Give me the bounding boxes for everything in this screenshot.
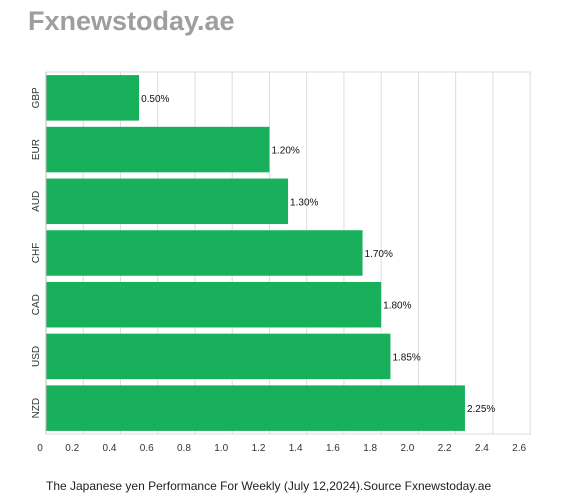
bar bbox=[46, 126, 270, 173]
category-label: CHF bbox=[31, 243, 42, 264]
x-tick-label: 0.4 bbox=[103, 443, 117, 454]
category-labels: GBP EUR AUD CHF CAD USD NZD bbox=[31, 87, 42, 418]
x-axis-ticks: 0 0.2 0.4 0.6 0.8 1.0 1.2 1.4 1.6 1.8 2.0 2.2 2.4 2.6 bbox=[37, 443, 526, 454]
chart-caption: The Japanese yen Performance For Weekly … bbox=[46, 479, 492, 493]
bar bbox=[46, 230, 363, 276]
x-tick-label: 2.0 bbox=[400, 443, 414, 454]
data-label: 1.85% bbox=[392, 352, 420, 363]
category-label: AUD bbox=[31, 191, 42, 212]
bars bbox=[46, 75, 465, 431]
x-tick-label: 2.4 bbox=[475, 443, 489, 454]
category-label: EUR bbox=[31, 139, 42, 160]
x-tick-label: 1.8 bbox=[363, 443, 377, 454]
bar bbox=[46, 385, 465, 431]
x-tick-label: 0.6 bbox=[140, 443, 154, 454]
x-tick-label: 0 bbox=[37, 443, 43, 454]
category-label: GBP bbox=[31, 87, 42, 108]
x-tick-label: 1.0 bbox=[214, 443, 228, 454]
data-label: 1.80% bbox=[383, 301, 411, 312]
data-label: 2.25% bbox=[467, 404, 495, 415]
category-label: CAD bbox=[31, 294, 42, 315]
data-label: 0.50% bbox=[141, 94, 169, 105]
x-tick-label: 1.4 bbox=[289, 443, 303, 454]
data-label: 1.20% bbox=[271, 146, 299, 157]
bar bbox=[46, 75, 140, 121]
data-label: 1.70% bbox=[365, 249, 393, 260]
bar-chart: 0.50% 1.20% 1.30% 1.70% 1.80% 1.85% 2.25% GBP E… bbox=[31, 71, 531, 454]
bar bbox=[46, 178, 289, 225]
x-tick-label: 2.2 bbox=[438, 443, 452, 454]
data-labels: 0.50% 1.20% 1.30% 1.70% 1.80% 1.85% 2.25% bbox=[141, 94, 495, 415]
x-tick-label: 1.2 bbox=[251, 443, 265, 454]
x-tick-label: 1.6 bbox=[326, 443, 340, 454]
category-label: USD bbox=[31, 346, 42, 367]
x-tick-label: 2.6 bbox=[512, 443, 526, 454]
brand-title: Fxnewstoday.ae bbox=[28, 6, 235, 36]
category-label: NZD bbox=[31, 398, 42, 419]
bar bbox=[46, 333, 391, 380]
x-tick-label: 0.8 bbox=[177, 443, 191, 454]
x-tick-label: 0.2 bbox=[65, 443, 79, 454]
bar bbox=[46, 281, 382, 328]
data-label: 1.30% bbox=[290, 197, 318, 208]
